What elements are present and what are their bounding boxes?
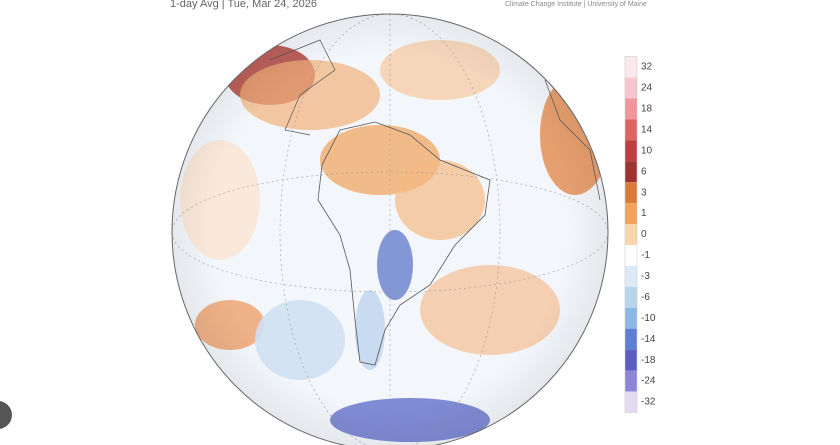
colorbar-label: 1 [641,208,647,219]
colorbar-label: -32 [641,397,656,408]
nav-button[interactable] [0,401,12,429]
colorbar-segment [625,307,637,329]
colorbar-segment [625,98,637,120]
colorbar-label: 18 [641,104,653,115]
colorbar-segment [625,56,637,78]
colorbar-frame [624,56,638,413]
colorbar-label: -18 [641,355,656,366]
colorbar-segment [625,182,637,204]
colorbar-label: 0 [641,229,647,240]
colorbar-segment [625,349,637,371]
colorbar-segment [625,140,637,162]
colorbar-label: -3 [641,271,650,282]
colorbar-segment [625,391,637,413]
colorbar-segment [625,286,637,308]
colorbar-label: -1 [641,250,650,261]
colorbar-segment [625,203,637,225]
colorbar-segment [625,265,637,287]
colorbar-label: 6 [641,166,647,177]
colorbar-segment [625,224,637,245]
colorbar-label: 32 [641,62,653,73]
header-title: 1-day Avg | Tue, Mar 24, 2026 [170,0,317,10]
colorbar-label: -24 [641,376,656,387]
colorbar-segment [625,119,637,141]
colorbar-segment [625,328,637,350]
colorbar-segment [625,244,637,266]
colorbar-label: 14 [641,124,653,135]
header-credit: Climate Change Institute | University of… [505,1,647,8]
colorbar-label: -6 [641,292,650,303]
globe-edge [171,13,609,445]
colorbar-segment [625,161,637,183]
colorbar-label: 24 [641,83,653,94]
colorbar-segment [625,370,637,392]
globe [172,14,608,445]
colorbar-label: 10 [641,145,653,156]
colorbar-label: -10 [641,313,656,324]
colorbar-segment [625,77,637,99]
colorbar-label: -14 [641,334,656,345]
colorbar-label: 3 [641,187,647,198]
